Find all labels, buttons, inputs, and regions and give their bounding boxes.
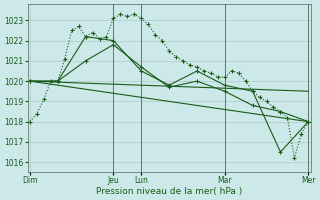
X-axis label: Pression niveau de la mer( hPa ): Pression niveau de la mer( hPa )	[96, 187, 242, 196]
